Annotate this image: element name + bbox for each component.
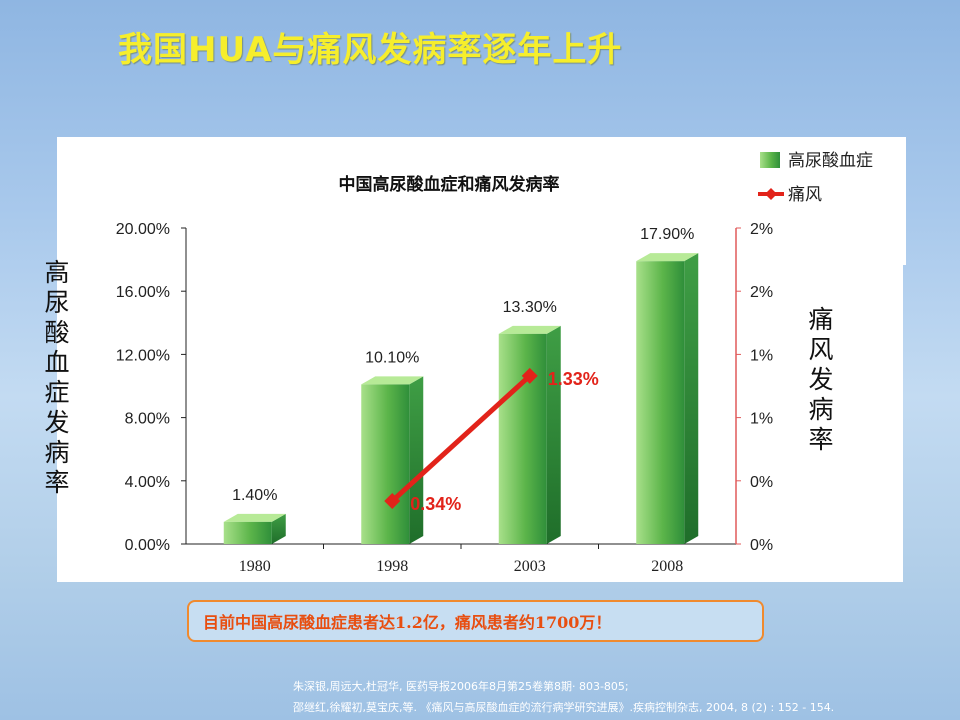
chart-title: 中国高尿酸血症和痛风发病率 [339, 174, 560, 195]
bar-group: 1.40% [223, 487, 286, 544]
bar-group: 10.10% [361, 349, 424, 544]
right-tick-label: 0% [750, 537, 773, 554]
bar-top [223, 513, 286, 522]
right-tick-label: 0% [750, 474, 773, 491]
bar [636, 261, 685, 544]
bar-group: 17.90% [636, 226, 699, 544]
gout-line: 0.34% 1.33% [384, 367, 599, 514]
line-value-label: 1.33% [548, 369, 599, 389]
bar [361, 384, 410, 544]
left-tick-label: 4.00% [125, 474, 170, 491]
bar-side [684, 253, 699, 544]
x-tick-label: 1980 [239, 558, 271, 575]
bars: 1.40% 10.10% 13.30% 17.90% [223, 226, 699, 544]
x-tick-label: 2003 [514, 558, 546, 575]
reference-1: 朱深银,周远大,杜冠华, 医药导报2006年8月第25卷第8期· 803-805… [293, 680, 629, 693]
bar-group: 13.30% [498, 299, 561, 544]
note-box: 目前中国高尿酸血症患者达1.2亿，痛风患者约1700万！ [187, 600, 764, 642]
bar-top [498, 325, 561, 334]
x-tick-label: 1998 [376, 558, 408, 575]
bar [223, 521, 272, 544]
right-axis-title: 痛风发病率 [808, 305, 834, 454]
legend-line-label: 痛风 [788, 185, 822, 205]
line-point [521, 367, 538, 384]
slide-title: 我国HUA与痛风发病率逐年上升 [118, 30, 623, 70]
x-tick-label: 2008 [651, 558, 683, 575]
axes: 0.00% 4.00% 8.00% 12.00% 16.00% 20.00% 0% 0% 1% 1… [116, 221, 773, 575]
left-tick-label: 0.00% [125, 537, 170, 554]
line-value-label: 0.34% [410, 494, 461, 514]
bar-value-label: 13.30% [503, 299, 557, 316]
bar-top [361, 376, 424, 385]
line-path [390, 374, 532, 503]
bar-value-label: 17.90% [640, 226, 694, 243]
left-tick-label: 8.00% [125, 411, 170, 428]
left-tick-label: 12.00% [116, 347, 170, 364]
left-axis-title: 高尿酸血症发病率 [44, 258, 70, 497]
bar-side [271, 513, 286, 544]
right-tick-label: 2% [750, 284, 773, 301]
bar-side [409, 376, 424, 544]
bar-value-label: 1.40% [232, 487, 277, 504]
legend-line-marker [765, 188, 777, 200]
right-tick-label: 2% [750, 221, 773, 238]
legend-bar-swatch [760, 152, 780, 168]
bar-side [546, 325, 561, 544]
left-tick-label: 20.00% [116, 221, 170, 238]
right-tick-label: 1% [750, 347, 773, 364]
line-point [384, 493, 401, 510]
right-tick-label: 1% [750, 411, 773, 428]
bar-value-label: 10.10% [365, 349, 419, 366]
bar [498, 333, 547, 544]
legend-bar-label: 高尿酸血症 [788, 151, 873, 171]
bar-top [636, 253, 699, 262]
left-tick-label: 16.00% [116, 284, 170, 301]
note-text: 目前中国高尿酸血症患者达1.2亿，痛风患者约1700万！ [203, 613, 612, 632]
reference-2: 邵继红,徐耀初,莫宝庆,等. 《痛风与高尿酸血症的流行病学研究进展》.疾病控制杂… [293, 701, 835, 714]
